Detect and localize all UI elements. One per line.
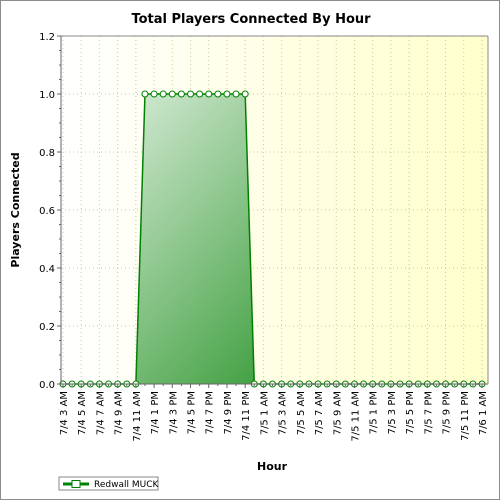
y-tick-label: 0.0 — [39, 380, 55, 391]
data-point — [205, 90, 213, 98]
x-tick-label: 7/5 1 AM — [259, 391, 270, 435]
x-tick-label: 7/4 7 PM — [205, 391, 216, 434]
x-tick-label: 7/5 5 AM — [296, 391, 307, 435]
y-tick-label: 0.2 — [39, 322, 55, 333]
x-tick-label: 7/4 9 AM — [114, 391, 125, 435]
x-tick-label: 7/5 3 PM — [387, 391, 398, 434]
x-tick-label: 7/5 7 AM — [314, 391, 325, 435]
x-tick-label: 7/4 3 AM — [59, 391, 70, 435]
data-point — [241, 90, 249, 98]
x-tick-label: 7/4 3 PM — [168, 391, 179, 434]
legend-box — [58, 476, 159, 491]
chart-title: Total Players Connected By Hour — [131, 12, 371, 27]
y-tick-label: 1.0 — [39, 90, 55, 101]
data-point — [187, 90, 195, 98]
x-tick-label: 7/4 11 AM — [132, 391, 143, 442]
legend-entry-label: Redwall MUCK — [94, 480, 159, 490]
x-tick-label: 7/5 9 PM — [442, 391, 453, 434]
x-tick-label: 7/5 3 AM — [278, 391, 289, 435]
x-ticks: 7/4 3 AM 7/4 5 AM 7/4 7 AM 7/4 9 AM 7/4 11 A… — [59, 384, 489, 442]
data-point — [232, 90, 240, 98]
y-tick-label: 0.4 — [39, 264, 55, 275]
data-point — [223, 90, 231, 98]
data-point — [214, 90, 222, 98]
data-point — [159, 90, 167, 98]
x-tick-label: 7/4 5 PM — [187, 391, 198, 434]
y-ticks: 0.0 0.2 0.4 0.6 0.8 1.0 1.2 — [39, 32, 61, 391]
y-axis-label: Players Connected — [9, 152, 22, 267]
plot-background — [61, 36, 488, 384]
data-point — [177, 90, 185, 98]
x-tick-label: 7/5 11 AM — [350, 391, 361, 442]
x-tick-label: 7/5 9 AM — [332, 391, 343, 435]
x-tick-label: 7/4 11 PM — [241, 391, 252, 441]
x-tick-label: 7/6 1 AM — [478, 391, 489, 435]
legend: Redwall MUCK — [58, 476, 159, 491]
x-tick-label: 7/4 5 AM — [77, 391, 88, 435]
y-tick-label: 1.2 — [39, 32, 55, 43]
legend-swatch-marker — [71, 480, 81, 488]
series-area — [63, 94, 482, 384]
x-tick-label: 7/5 1 PM — [369, 391, 380, 434]
x-tick-label: 7/5 5 PM — [405, 391, 416, 434]
x-tick-label: 7/5 11 PM — [460, 391, 471, 441]
x-tick-label: 7/4 1 PM — [150, 391, 161, 434]
data-point — [196, 90, 204, 98]
y-tick-label: 0.8 — [39, 148, 55, 159]
data-point — [150, 90, 158, 98]
data-point — [168, 90, 176, 98]
y-tick-label: 0.6 — [39, 206, 55, 217]
data-point — [141, 90, 149, 98]
x-axis-label: Hour — [257, 460, 288, 473]
x-tick-label: 7/5 7 PM — [423, 391, 434, 434]
x-tick-label: 7/4 9 PM — [223, 391, 234, 434]
x-tick-label: 7/4 7 AM — [95, 391, 106, 435]
